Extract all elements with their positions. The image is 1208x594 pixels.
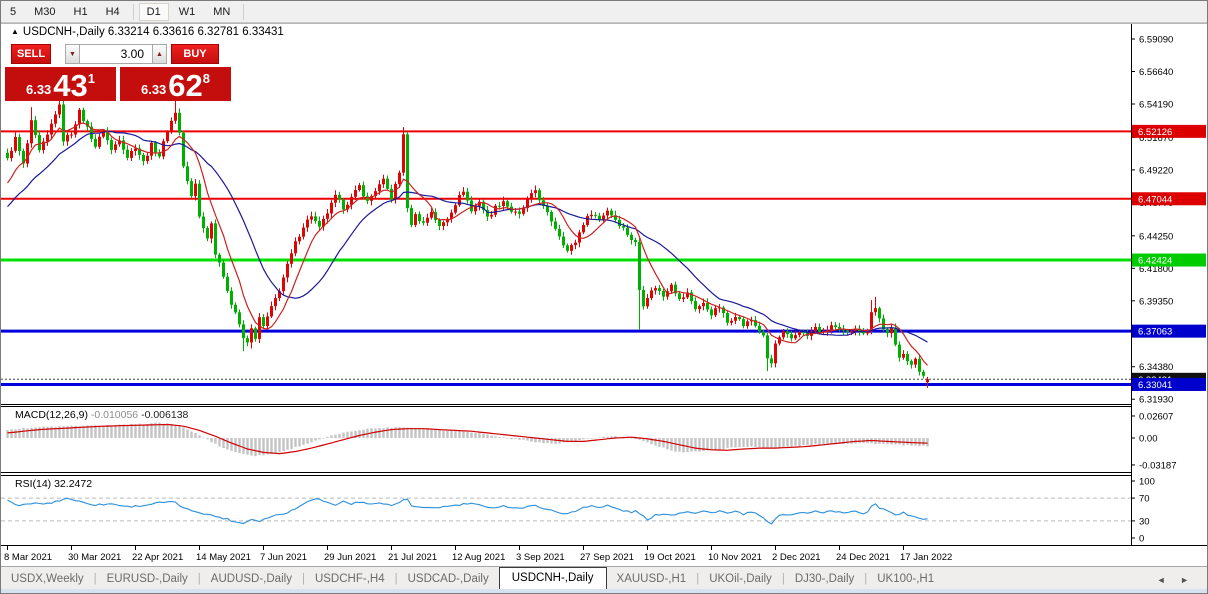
symbol-tab-bar: USDX,Weekly | EURUSD-,Daily | AUDUSD-,Daily |… xyxy=(1,566,1207,589)
svg-text:6.33041: 6.33041 xyxy=(1138,380,1172,391)
tab-divider: | xyxy=(93,573,97,585)
svg-text:8 Mar 2021: 8 Mar 2021 xyxy=(4,552,52,563)
svg-text:6.31930: 6.31930 xyxy=(1139,395,1173,406)
svg-text:21 Jul 2021: 21 Jul 2021 xyxy=(388,552,437,563)
timeframe-button-d1[interactable]: D1 xyxy=(138,2,169,21)
svg-text:6.56640: 6.56640 xyxy=(1139,67,1173,78)
buy-price-plaque[interactable]: 6.33 62 8 xyxy=(120,67,231,101)
sell-price-big: 43 xyxy=(53,67,88,103)
tab-usdx-weekly[interactable]: USDX,Weekly xyxy=(11,573,84,585)
tab-divider: | xyxy=(301,573,305,585)
tab-ukoil-daily[interactable]: UKOil-,Daily xyxy=(709,573,772,585)
volume-decrease-button[interactable]: ▼ xyxy=(65,44,80,64)
tab-uk100-h1[interactable]: UK100-,H1 xyxy=(877,573,935,585)
buy-price-small: 6.33 xyxy=(140,82,167,97)
svg-text:22 Apr 2021: 22 Apr 2021 xyxy=(132,552,183,563)
svg-text:6.59090: 6.59090 xyxy=(1139,35,1173,46)
svg-text:19 Oct 2021: 19 Oct 2021 xyxy=(644,552,696,563)
svg-text:6.52126: 6.52126 xyxy=(1138,127,1172,138)
tab-usdchf-h4[interactable]: USDCHF-,H4 xyxy=(314,573,385,585)
svg-text:7 Jun 2021: 7 Jun 2021 xyxy=(260,552,307,563)
svg-text:6.49220: 6.49220 xyxy=(1139,165,1173,176)
svg-text:6.47044: 6.47044 xyxy=(1138,194,1172,205)
svg-text:14 May 2021: 14 May 2021 xyxy=(196,552,251,563)
svg-text:6.41800: 6.41800 xyxy=(1139,264,1173,275)
svg-text:0: 0 xyxy=(1139,534,1144,545)
timeframe-button-mn[interactable]: MN xyxy=(213,5,231,18)
svg-text:6.51670: 6.51670 xyxy=(1139,133,1173,144)
tab-dj30-daily[interactable]: DJ30-,Daily xyxy=(794,573,855,585)
svg-text:24 Dec 2021: 24 Dec 2021 xyxy=(836,552,890,563)
timeframe-button-h1[interactable]: H1 xyxy=(73,5,88,18)
svg-text:6.39350: 6.39350 xyxy=(1139,296,1173,307)
collapse-arrow-icon[interactable]: ▲ xyxy=(11,27,19,36)
svg-text:6.37063: 6.37063 xyxy=(1138,327,1172,338)
svg-text:RSI(14) 32.2472: RSI(14) 32.2472 xyxy=(15,478,92,490)
timeframe-button-5[interactable]: 5 xyxy=(10,5,17,18)
svg-text:17 Jan 2022: 17 Jan 2022 xyxy=(900,552,952,563)
timeframe-button-m30[interactable]: M30 xyxy=(34,5,56,18)
tab-audusd-daily[interactable]: AUDUSD-,Daily xyxy=(210,573,292,585)
timeframe-button-h4[interactable]: H4 xyxy=(105,5,120,18)
main-price-pane xyxy=(1,99,1131,388)
sell-price-sup: 1 xyxy=(87,71,96,86)
svg-text:6.44250: 6.44250 xyxy=(1139,231,1173,242)
chart-title: ▲ USDCNH-,Daily 6.33214 6.33616 6.32781 6… xyxy=(11,26,284,38)
tab-eurusd-daily[interactable]: EURUSD-,Daily xyxy=(106,573,188,585)
volume-input[interactable]: 3.00 xyxy=(80,44,152,64)
toolbar-separator xyxy=(243,3,245,20)
status-strip xyxy=(1,589,1207,593)
sell-price-small: 6.33 xyxy=(25,82,52,97)
svg-text:0.00: 0.00 xyxy=(1139,434,1158,445)
tab-divider: | xyxy=(197,573,201,585)
buy-button[interactable]: BUY xyxy=(171,44,219,64)
svg-text:10 Nov 2021: 10 Nov 2021 xyxy=(708,552,762,563)
macd-pane xyxy=(6,422,929,457)
svg-text:30 Mar 2021: 30 Mar 2021 xyxy=(68,552,121,563)
toolbar-separator xyxy=(132,3,134,20)
tab-scroll-arrows[interactable]: ◄ ► xyxy=(1156,575,1195,585)
svg-text:12 Aug 2021: 12 Aug 2021 xyxy=(452,552,505,563)
svg-text:MACD(12,26,9) -0.010056 -0.006: MACD(12,26,9) -0.010056 -0.006138 xyxy=(15,409,189,421)
volume-increase-button[interactable]: ▲ xyxy=(152,44,167,64)
price-axis: 6.590906.566406.541906.516706.492206.467… xyxy=(1131,35,1206,545)
svg-text:-0.03187: -0.03187 xyxy=(1139,460,1177,471)
timeframe-toolbar: 5 M30 H1 H4 D1 W1 MN xyxy=(1,1,1207,23)
tab-divider: | xyxy=(696,573,700,585)
tab-divider: | xyxy=(781,573,785,585)
svg-text:27 Sep 2021: 27 Sep 2021 xyxy=(580,552,634,563)
tab-divider: | xyxy=(394,573,398,585)
tab-usdcad-daily[interactable]: USDCAD-,Daily xyxy=(407,573,489,585)
sell-price-plaque[interactable]: 6.33 43 1 xyxy=(5,67,116,101)
sell-button[interactable]: SELL xyxy=(11,44,51,64)
svg-text:3 Sep 2021: 3 Sep 2021 xyxy=(516,552,565,563)
symbol-period-label: USDCNH-,Daily xyxy=(22,26,105,38)
svg-text:100: 100 xyxy=(1139,477,1155,488)
svg-text:2 Dec 2021: 2 Dec 2021 xyxy=(772,552,821,563)
rsi-pane xyxy=(1,497,1131,525)
ohlc-low: 6.32781 xyxy=(197,26,240,38)
tab-xauusd-h1[interactable]: XAUUSD-,H1 xyxy=(616,573,687,585)
ohlc-high: 6.33616 xyxy=(152,26,195,38)
svg-text:29 Jun 2021: 29 Jun 2021 xyxy=(324,552,376,563)
timeframe-button-w1[interactable]: W1 xyxy=(178,5,196,18)
tab-divider: | xyxy=(864,573,868,585)
ohlc-close: 6.33431 xyxy=(242,26,284,38)
one-click-trade-panel: SELL ▼ 3.00 ▲ BUY 6.33 43 1 6.33 62 8 xyxy=(5,44,231,101)
buy-price-sup: 8 xyxy=(202,71,211,86)
date-axis: 8 Mar 2021 30 Mar 2021 22 Apr 2021 14 May 2… xyxy=(4,546,952,563)
indicator-labels: MACD(12,26,9) -0.010056 -0.006138 RSI(14)… xyxy=(15,409,189,490)
svg-text:0.02607: 0.02607 xyxy=(1139,411,1173,422)
svg-text:6.42424: 6.42424 xyxy=(1138,256,1172,267)
svg-text:6.54190: 6.54190 xyxy=(1139,99,1173,110)
tab-usdcnh-daily[interactable]: USDCNH-,Daily xyxy=(498,567,607,589)
buy-price-big: 62 xyxy=(168,67,203,103)
svg-text:70: 70 xyxy=(1139,494,1150,505)
svg-text:6.34380: 6.34380 xyxy=(1139,362,1173,373)
svg-text:30: 30 xyxy=(1139,516,1150,527)
ohlc-open: 6.33214 xyxy=(107,26,150,38)
